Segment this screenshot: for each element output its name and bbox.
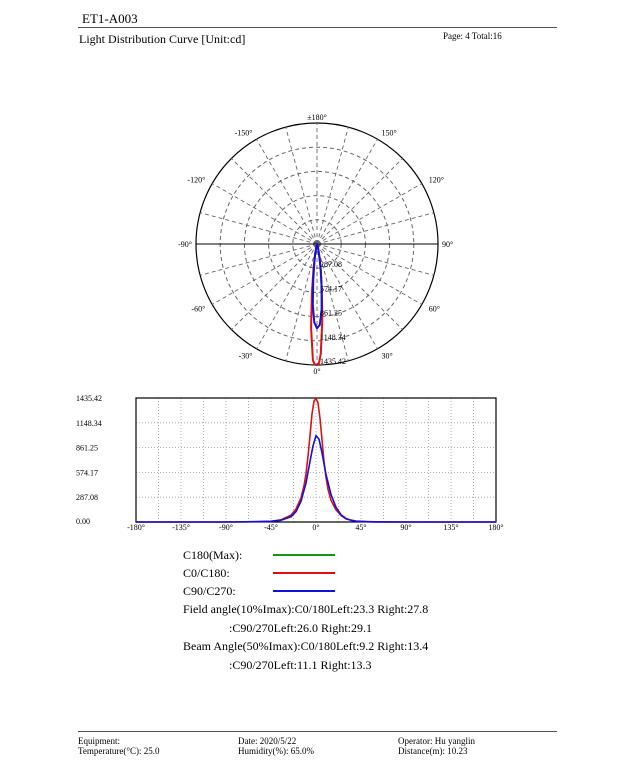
polar-angle-label: 30° bbox=[382, 352, 393, 361]
x-tick-label: 90° bbox=[400, 523, 411, 532]
field-angle-c90-line: :C90/270Left:26.0 Right:29.1 bbox=[229, 620, 372, 635]
polar-spoke bbox=[316, 243, 423, 305]
polar-spoke bbox=[231, 243, 318, 330]
polar-spoke bbox=[200, 243, 318, 276]
legend-item-c0: C0/C180: bbox=[183, 564, 335, 582]
field-angle-line: Field angle(10%Imax):C0/180Left:23.3 Rig… bbox=[183, 602, 429, 616]
x-tick-label: 180° bbox=[488, 523, 503, 532]
temperature-field: Temperature(°C): 25.0 bbox=[78, 746, 160, 756]
polar-angle-label: -150° bbox=[235, 128, 253, 137]
equipment-field: Equipment: bbox=[78, 736, 120, 746]
x-tick-label: -45° bbox=[264, 523, 278, 532]
x-tick-label: 135° bbox=[443, 523, 458, 532]
polar-angle-label: 150° bbox=[382, 128, 397, 137]
polar-spoke bbox=[316, 183, 423, 245]
date-field: Date: 2020/5/22 bbox=[238, 736, 297, 746]
line-labels: 0.00 287.08 574.17 861.25 1148.34 1435.42 -180… bbox=[76, 394, 504, 532]
y-tick-label: 1148.34 bbox=[76, 419, 102, 428]
line-series bbox=[136, 397, 496, 523]
polar-series-c90-c270 bbox=[311, 243, 323, 330]
polar-angle-label: -60° bbox=[191, 305, 205, 314]
polar-spoke bbox=[316, 158, 403, 245]
polar-spoke bbox=[285, 243, 318, 361]
polar-spoke bbox=[316, 243, 349, 361]
polar-radial-label: 861.25 bbox=[320, 309, 342, 318]
x-tick-label: 45° bbox=[355, 523, 366, 532]
humidity-field: Humidity(%): 65.0% bbox=[238, 746, 314, 756]
footer-col-3: Operator: Hu yanglin Distance(m): 10.23 bbox=[398, 736, 475, 756]
distance-field: Distance(m): 10.23 bbox=[398, 746, 468, 756]
header-rule bbox=[78, 27, 557, 28]
line-series-c90-c270 bbox=[136, 434, 496, 523]
polar-spoke bbox=[285, 127, 318, 245]
polar-series bbox=[310, 243, 324, 366]
polar-radial-label: 574.17 bbox=[320, 284, 342, 293]
beam-angle-c90-line: :C90/270Left:11.1 Right:13.3 bbox=[229, 657, 372, 672]
polar-spoke bbox=[211, 183, 318, 245]
x-tick-label: -90° bbox=[219, 523, 233, 532]
polar-spoke bbox=[211, 243, 318, 305]
legend-label: C90/C270: bbox=[183, 584, 236, 598]
beam-angle-line: Beam Angle(50%Imax):C0/180Left:9.2 Right… bbox=[183, 639, 429, 653]
operator-field: Operator: Hu yanglin bbox=[398, 736, 475, 746]
x-tick-label: -135° bbox=[172, 523, 190, 532]
y-tick-label: 0.00 bbox=[76, 517, 90, 526]
x-tick-label: -180° bbox=[127, 523, 145, 532]
legend-swatch bbox=[273, 590, 335, 592]
line-chart: 0.00 287.08 574.17 861.25 1148.34 1435.42 -180… bbox=[76, 394, 504, 532]
polar-spoke bbox=[256, 138, 318, 245]
legend-item-c90: C90/C270: bbox=[183, 582, 335, 600]
legend-swatch bbox=[273, 572, 335, 574]
polar-angle-label: -90° bbox=[178, 240, 192, 249]
polar-spoke bbox=[200, 212, 318, 245]
polar-spoke bbox=[231, 158, 318, 245]
polar-angle-label: 0° bbox=[313, 367, 320, 376]
polar-labels: ±180° 150° 120° 90° 60° 30° 0° -30° -60° -90° -120… bbox=[178, 113, 453, 376]
polar-angle-label: -30° bbox=[239, 352, 253, 361]
legend-label: C0/C180: bbox=[183, 566, 230, 580]
polar-angle-label: -120° bbox=[187, 176, 205, 185]
line-grid bbox=[135, 397, 497, 523]
polar-spoke bbox=[256, 243, 318, 350]
y-tick-label: 1435.42 bbox=[76, 394, 102, 403]
legend-label: C180(Max): bbox=[183, 548, 243, 562]
footer-col-2: Date: 2020/5/22 Humidity(%): 65.0% bbox=[238, 736, 314, 756]
polar-angle-label: 120° bbox=[429, 176, 444, 185]
y-tick-label: 287.08 bbox=[76, 493, 98, 502]
polar-spoke bbox=[316, 243, 403, 330]
angle-notes: Field angle(10%Imax):C0/180Left:23.3 Rig… bbox=[183, 600, 428, 674]
report-code: ET1-A003 bbox=[82, 11, 138, 26]
polar-spoke bbox=[316, 138, 378, 245]
polar-spoke bbox=[316, 243, 378, 350]
y-tick-label: 861.25 bbox=[76, 444, 98, 453]
polar-radial-label: 1148.34 bbox=[320, 333, 346, 342]
polar-radial-label: 287.08 bbox=[320, 260, 342, 269]
polar-angle-label: ±180° bbox=[307, 113, 327, 122]
polar-angle-label: 90° bbox=[442, 240, 453, 249]
legend-swatch bbox=[273, 554, 335, 556]
polar-radial-label: 1435.42 bbox=[320, 357, 346, 366]
y-tick-label: 574.17 bbox=[76, 468, 98, 477]
polar-chart: ±180° 150° 120° 90° 60° 30° 0° -30° -60° -90° -120… bbox=[178, 113, 453, 376]
footer-col-1: Equipment: Temperature(°C): 25.0 bbox=[78, 736, 159, 756]
legend: C180(Max): C0/C180: C90/C270: bbox=[183, 546, 335, 600]
polar-spoke bbox=[316, 212, 434, 245]
polar-angle-label: 60° bbox=[429, 305, 440, 314]
footer-rule bbox=[78, 731, 557, 732]
polar-spoke bbox=[316, 127, 349, 245]
x-tick-label: 0° bbox=[312, 523, 319, 532]
legend-item-c180: C180(Max): bbox=[183, 546, 335, 564]
polar-grid bbox=[195, 122, 439, 366]
page-title: Light Distribution Curve [Unit:cd] bbox=[79, 32, 246, 46]
page-counter: Page: 4 Total:16 bbox=[443, 31, 502, 41]
polar-spoke bbox=[316, 243, 434, 276]
